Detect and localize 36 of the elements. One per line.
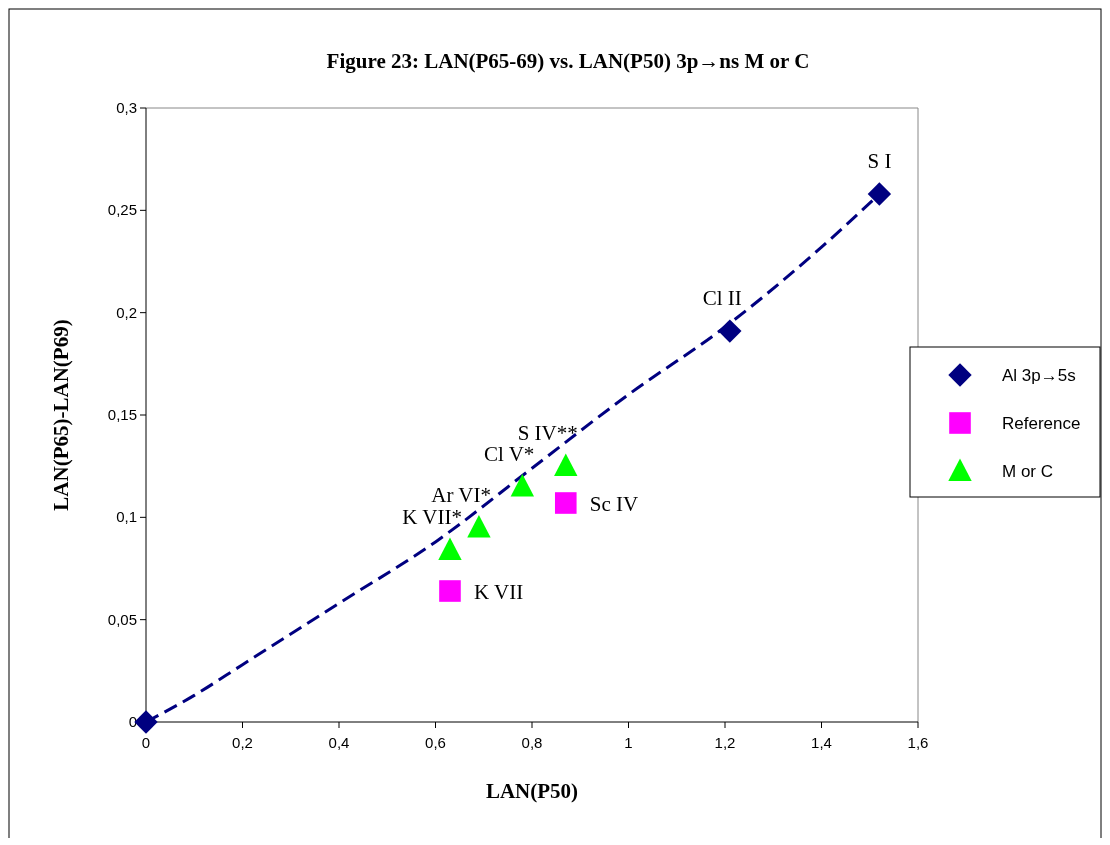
legend-label: Reference — [1002, 414, 1081, 433]
x-tick-label: 1,2 — [714, 734, 736, 751]
y-tick-label: 0,05 — [107, 610, 137, 628]
point — [467, 514, 491, 538]
y-tick-label: 0,15 — [107, 406, 137, 423]
point — [439, 580, 461, 602]
point — [438, 537, 462, 560]
chart-title: Figure 23: LAN(P65-69) vs. LAN(P50) 3p→ns M or C — [326, 49, 810, 73]
point — [718, 319, 742, 343]
annotation: Cl II — [702, 286, 742, 311]
x-tick-label: 1,4 — [811, 734, 832, 751]
legend-label: M or C — [1002, 462, 1053, 481]
x-tick-label: 0 — [141, 734, 151, 751]
y-tick-label: 0,3 — [116, 99, 137, 116]
annotation: Sc IV — [589, 492, 639, 517]
point — [510, 474, 535, 497]
x-tick-label: 0,8 — [521, 734, 543, 751]
x-tick-label: 0,2 — [232, 734, 253, 751]
annotation: K VII — [473, 580, 524, 605]
x-tick-label: 0,6 — [425, 734, 446, 751]
y-axis-title: LAN(P65)-LAN(P69) — [49, 319, 73, 511]
annotation: K VII* — [402, 505, 462, 530]
y-tick-label: 0,25 — [107, 201, 137, 219]
point — [867, 182, 892, 206]
y-tick-label: 0,2 — [116, 303, 137, 321]
x-tick-label: 1 — [624, 734, 633, 751]
x-axis-title: LAN(P50) — [485, 779, 579, 803]
x-tick-label: 1,6 — [907, 734, 929, 751]
point — [554, 492, 577, 514]
annotation: Ar VI* — [431, 482, 491, 507]
y-tick-label: 0 — [128, 713, 137, 730]
x-tick-label: 0,4 — [328, 734, 350, 751]
legend-label: Al 3p→5s — [1002, 366, 1076, 385]
annotation: S I — [867, 148, 892, 173]
y-tick-label: 0,1 — [116, 508, 137, 526]
point — [554, 453, 578, 477]
